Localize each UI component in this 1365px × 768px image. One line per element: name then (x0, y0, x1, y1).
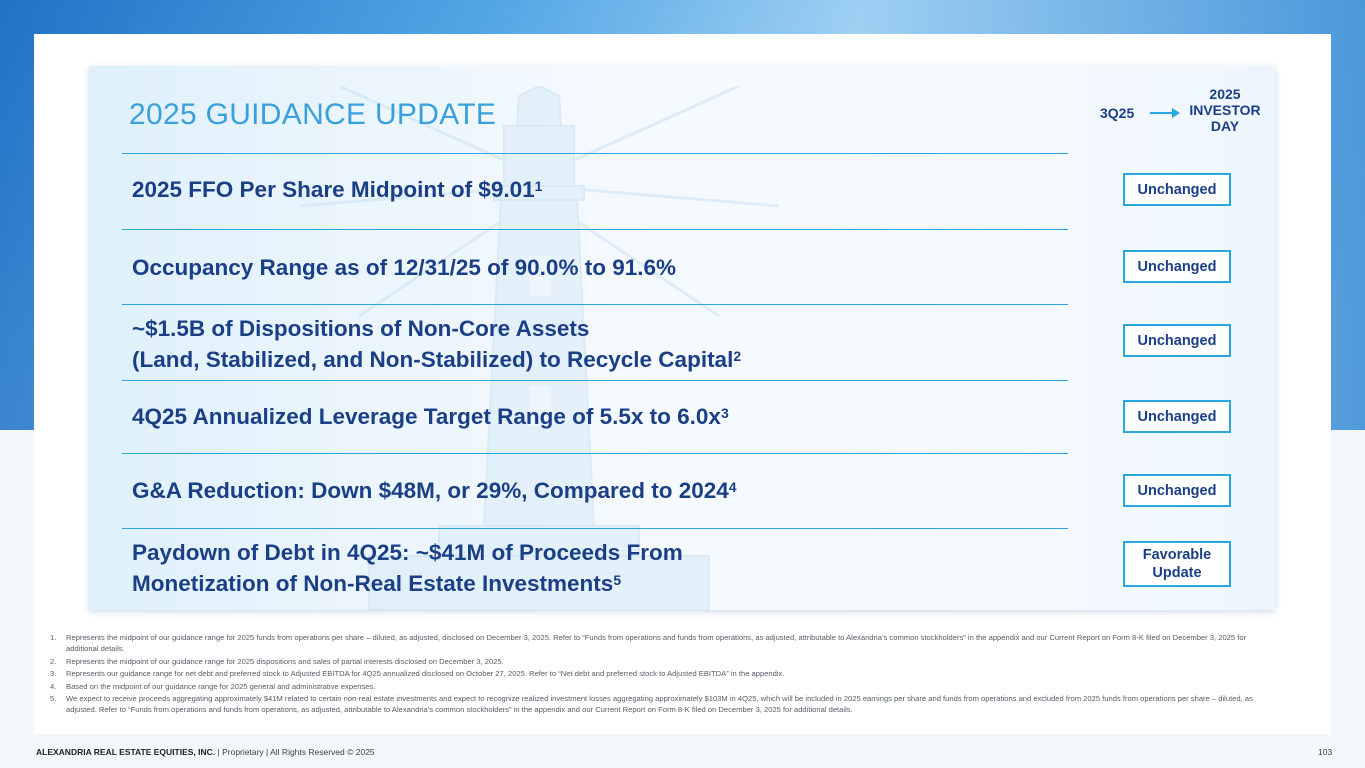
guidance-item-line2: Monetization of Non-Real Estate Investme… (132, 568, 683, 599)
status-badge: Unchanged (1123, 400, 1231, 433)
page-number: 103 (1318, 747, 1333, 757)
lighthouse-watermark-icon (298, 86, 780, 610)
status-badge: Unchanged (1123, 324, 1231, 357)
footnote-text: Represents the midpoint of our guidance … (66, 633, 1247, 653)
footnote: 3. Represents our guidance range for net … (50, 668, 1280, 679)
guidance-item-line2: (Land, Stabilized, and Non-Stabilized) t… (132, 344, 741, 375)
status-legend: 3Q25 2025 INVESTOR DAY (1090, 86, 1270, 140)
divider (122, 304, 1068, 305)
legend-from-label: 3Q25 (1100, 105, 1135, 121)
footnote-number: 5. (50, 694, 57, 703)
footnote-ref: 3 (720, 405, 729, 421)
footnote-number: 4. (50, 681, 57, 691)
footnote-text: Represents the midpoint of our guidance … (66, 656, 504, 666)
guidance-item-text: G&A Reduction: Down $48M, or 29%, Compar… (132, 478, 729, 503)
guidance-item-text: (Land, Stabilized, and Non-Stabilized) t… (132, 347, 734, 372)
status-badge-line2: Update (1152, 565, 1202, 581)
status-badge: Unchanged (1123, 250, 1231, 283)
footer-company: ALEXANDRIA REAL ESTATE EQUITIES, INC. (36, 747, 216, 757)
page-title: 2025 GUIDANCE UPDATE (129, 98, 497, 131)
legend-to-line2: INVESTOR (1189, 102, 1261, 118)
footnote-ref: 2 (733, 348, 742, 364)
guidance-item-line1: ~$1.5B of Dispositions of Non-Core Asset… (132, 316, 590, 341)
status-badge: Unchanged (1123, 474, 1231, 507)
footnote: 1. Represents the midpoint of our guidanc… (50, 632, 1280, 654)
divider (122, 453, 1068, 454)
legend-to-line3: DAY (1210, 118, 1240, 134)
guidance-item-ga-reduction: G&A Reduction: Down $48M, or 29%, Compar… (132, 475, 737, 506)
divider (122, 528, 1068, 529)
footnote-ref: 4 (728, 479, 737, 495)
guidance-item-text: 2025 FFO Per Share Midpoint of $9.01 (132, 177, 535, 202)
footnote-text: Represents our guidance range for net de… (66, 669, 785, 678)
guidance-item-dispositions: ~$1.5B of Dispositions of Non-Core Asset… (132, 313, 741, 375)
guidance-item-text: Monetization of Non-Real Estate Investme… (132, 571, 614, 596)
guidance-item-leverage: 4Q25 Annualized Leverage Target Range of… (132, 401, 729, 432)
divider (122, 229, 1068, 230)
footnote-ref: 5 (613, 572, 622, 588)
divider (122, 153, 1068, 154)
arrow-right-icon (1150, 108, 1180, 118)
footnote-number: 2. (50, 656, 57, 666)
status-badge: Unchanged (1123, 173, 1231, 206)
guidance-item-ffo: 2025 FFO Per Share Midpoint of $9.011 (132, 174, 542, 205)
footnote-ref: 1 (534, 178, 543, 194)
guidance-item-text: 4Q25 Annualized Leverage Target Range of… (132, 404, 721, 429)
guidance-item-occupancy: Occupancy Range as of 12/31/25 of 90.0% … (132, 252, 676, 283)
footnote-text: Based on the midpoint of our guidance ra… (66, 681, 376, 691)
divider (122, 380, 1068, 381)
footnote: 2. Represents the midpoint of our guidanc… (50, 656, 1280, 667)
guidance-item-line1: Paydown of Debt in 4Q25: ~$41M of Procee… (132, 540, 683, 565)
status-badge-line1: Favorable (1142, 547, 1212, 563)
guidance-item-text: Occupancy Range as of 12/31/25 of 90.0% … (132, 255, 676, 280)
footnote: 5. We expect to receive proceeds aggregat… (50, 693, 1280, 715)
guidance-item-debt-paydown: Paydown of Debt in 4Q25: ~$41M of Procee… (132, 537, 683, 599)
footnote-number: 1. (50, 633, 57, 642)
footnote-number: 3. (50, 669, 57, 678)
status-badge: Favorable Update (1123, 541, 1231, 587)
legend-to-line1: 2025 (1209, 86, 1241, 102)
footnotes: 1. Represents the midpoint of our guidanc… (50, 632, 1280, 717)
content-panel (89, 66, 1275, 610)
footnote: 4. Based on the midpoint of our guidance … (50, 681, 1280, 692)
footer: ALEXANDRIA REAL ESTATE EQUITIES, INC. | … (36, 747, 375, 757)
legend-to-label: 2025 INVESTOR DAY (1182, 86, 1268, 134)
footer-rights: | Proprietary | All Rights Reserved © 20… (215, 747, 375, 757)
footnote-text: We expect to receive proceeds aggregatin… (66, 694, 1253, 714)
